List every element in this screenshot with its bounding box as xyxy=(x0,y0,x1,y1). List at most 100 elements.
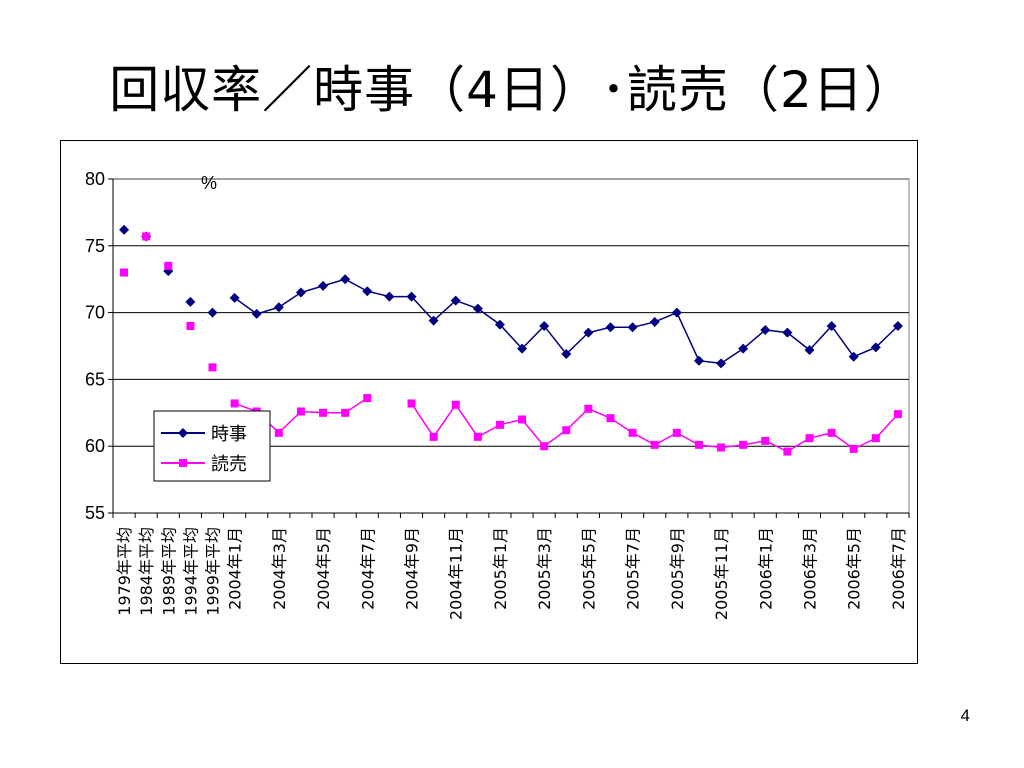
data-point-yomiuri xyxy=(783,447,792,456)
data-point-jiji xyxy=(892,320,903,331)
line-chart: 55 60 65 70 75 80 1979年平均 1984年平均 1989年平均 1994年平均… xyxy=(85,169,910,620)
data-point-jiji xyxy=(804,345,815,356)
data-point-yomiuri xyxy=(849,444,858,453)
data-point-jiji xyxy=(627,322,638,333)
legend-box xyxy=(153,410,271,482)
data-point-yomiuri xyxy=(186,321,195,330)
data-point-yomiuri xyxy=(274,428,283,437)
data-point-jiji xyxy=(649,316,660,327)
data-point-yomiuri xyxy=(584,404,593,413)
data-point-jiji xyxy=(450,295,461,306)
y-tick-label-55: 55 xyxy=(85,503,105,523)
data-point-jiji xyxy=(295,287,306,298)
data-point-yomiuri xyxy=(142,232,151,241)
data-point-yomiuri xyxy=(562,426,571,435)
data-point-jiji xyxy=(119,224,130,235)
x-category-label: 2005年7月 xyxy=(624,527,643,610)
data-point-yomiuri xyxy=(739,440,748,449)
x-category-label: 2004年7月 xyxy=(358,527,377,610)
data-point-jiji xyxy=(826,320,837,331)
data-point-jiji xyxy=(782,327,793,338)
data-point-yomiuri xyxy=(230,399,239,408)
data-point-jiji xyxy=(340,274,351,285)
data-point-yomiuri xyxy=(363,394,372,403)
data-point-yomiuri xyxy=(893,410,902,419)
x-category-label: 1984年平均 xyxy=(137,527,156,616)
y-tick-label-75: 75 xyxy=(85,236,105,256)
data-point-yomiuri xyxy=(540,442,549,451)
data-point-jiji xyxy=(716,358,727,369)
legend-marker-jiji xyxy=(178,428,188,438)
data-point-jiji xyxy=(428,315,439,326)
data-point-jiji xyxy=(362,286,373,297)
data-point-jiji xyxy=(185,296,196,307)
data-point-jiji xyxy=(494,319,505,330)
x-category-label: 2006年1月 xyxy=(756,527,775,610)
data-point-jiji xyxy=(229,292,240,303)
x-category-label: 2006年5月 xyxy=(845,527,864,610)
data-point-yomiuri xyxy=(606,414,615,423)
data-point-yomiuri xyxy=(827,428,836,437)
x-category-label: 1979年平均 xyxy=(115,527,134,616)
data-point-jiji xyxy=(318,280,329,291)
chart-area: 55 60 65 70 75 80 1979年平均 1984年平均 1989年平均 1994年平均… xyxy=(60,140,918,664)
legend-label-yomiuri: 読売 xyxy=(211,454,247,475)
x-category-label: 2004年5月 xyxy=(314,527,333,610)
data-point-jiji xyxy=(207,307,218,318)
legend-marker-yomiuri xyxy=(179,459,187,467)
legend: 時事 読売 xyxy=(153,410,271,482)
data-point-yomiuri xyxy=(341,408,350,417)
data-point-jiji xyxy=(251,308,262,319)
data-point-yomiuri xyxy=(319,408,328,417)
data-point-jiji xyxy=(472,303,483,314)
legend-label-jiji: 時事 xyxy=(211,424,247,445)
y-tick-label-70: 70 xyxy=(85,303,105,323)
data-point-jiji xyxy=(273,302,284,313)
data-point-yomiuri xyxy=(717,443,726,452)
x-category-label: 2005年1月 xyxy=(491,527,510,610)
data-point-yomiuri xyxy=(296,407,305,416)
data-point-yomiuri xyxy=(495,420,504,429)
x-category-label: 2004年11月 xyxy=(447,527,466,620)
data-point-yomiuri xyxy=(120,268,129,277)
x-category-label: 2004年9月 xyxy=(403,527,422,610)
data-point-jiji xyxy=(870,342,881,353)
data-point-yomiuri xyxy=(473,432,482,441)
x-category-label: 2004年3月 xyxy=(270,527,289,610)
slide-title: 回収率／時事（4日）･読売（2日） xyxy=(109,61,915,119)
x-category-label: 1999年平均 xyxy=(204,527,223,616)
data-point-jiji xyxy=(561,349,572,360)
data-point-yomiuri xyxy=(407,399,416,408)
x-category-label: 2004年1月 xyxy=(226,527,245,610)
x-category-label: 2005年11月 xyxy=(712,527,731,620)
x-category-label: 1994年平均 xyxy=(181,527,200,616)
x-category-label: 2006年3月 xyxy=(801,527,820,610)
data-point-yomiuri xyxy=(672,428,681,437)
data-point-jiji xyxy=(693,355,704,366)
x-category-label: 2005年5月 xyxy=(579,527,598,610)
x-category-label: 1989年平均 xyxy=(159,527,178,616)
y-tick-label-65: 65 xyxy=(85,369,105,389)
data-point-yomiuri xyxy=(208,363,217,372)
data-point-jiji xyxy=(738,343,749,354)
data-point-jiji xyxy=(848,351,859,362)
x-category-label: 2006年7月 xyxy=(889,527,908,610)
data-point-jiji xyxy=(539,320,550,331)
data-point-yomiuri xyxy=(650,440,659,449)
data-point-yomiuri xyxy=(164,261,173,270)
y-tick-label-80: 80 xyxy=(85,169,105,189)
data-point-yomiuri xyxy=(429,432,438,441)
data-point-jiji xyxy=(605,322,616,333)
data-point-jiji xyxy=(406,291,417,302)
data-point-jiji xyxy=(583,327,594,338)
data-point-yomiuri xyxy=(518,415,527,424)
x-category-label: 2005年9月 xyxy=(668,527,687,610)
data-point-jiji xyxy=(671,307,682,318)
unit-label: % xyxy=(201,173,217,193)
data-point-jiji xyxy=(384,291,395,302)
y-tick-label-60: 60 xyxy=(85,436,105,456)
page-number: 4 xyxy=(960,706,970,725)
data-point-yomiuri xyxy=(451,400,460,409)
data-point-yomiuri xyxy=(871,434,880,443)
data-point-jiji xyxy=(760,324,771,335)
